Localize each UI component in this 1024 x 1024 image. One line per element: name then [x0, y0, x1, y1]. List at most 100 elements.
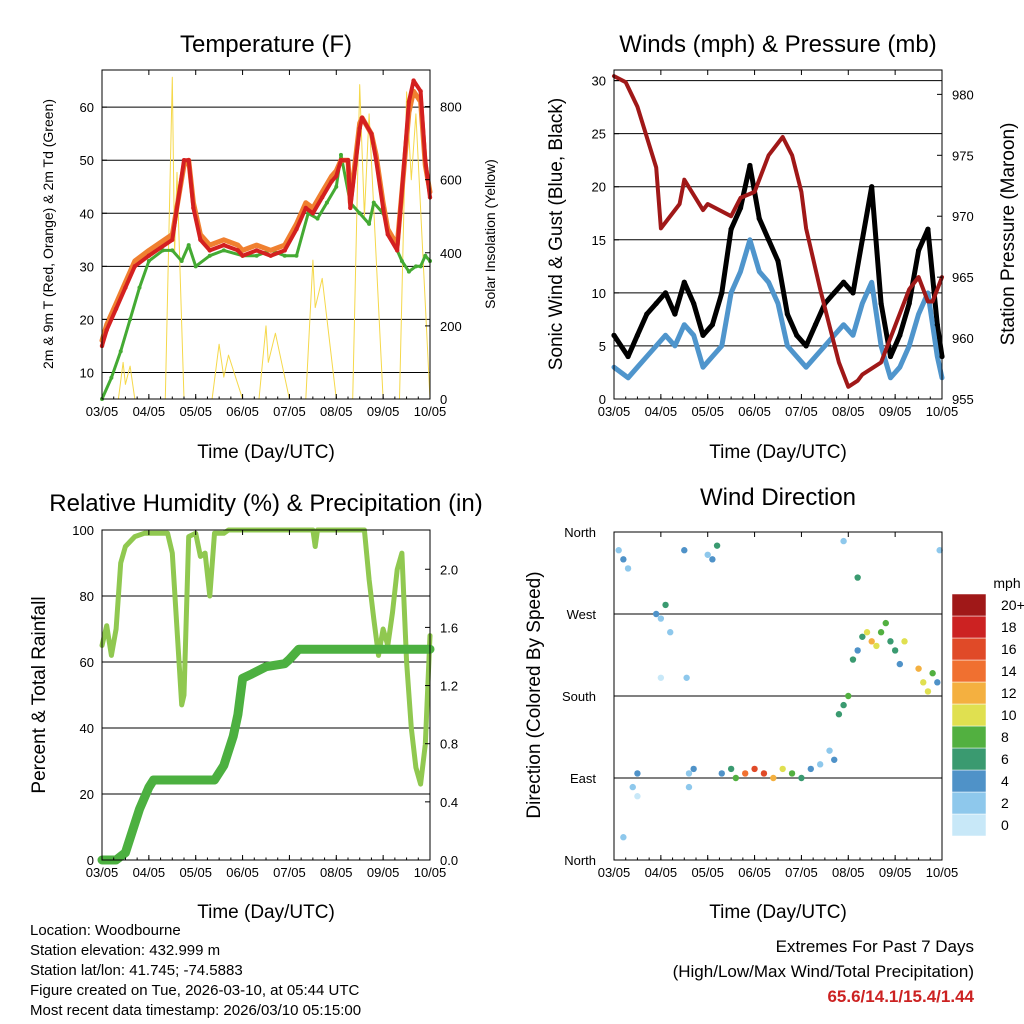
- y2-tick-label: 400: [440, 246, 462, 261]
- gust-point: [662, 290, 669, 296]
- y2-tick-label: 200: [440, 319, 462, 334]
- y2-tick-label: 970: [952, 209, 974, 224]
- x-tick-label: 03/05: [598, 865, 631, 880]
- y-tick-label: North: [564, 525, 596, 540]
- wind-direction-point: [826, 747, 833, 754]
- wind-direction-point: [662, 601, 669, 609]
- temperature-2m-point: [406, 99, 412, 105]
- x-tick-label: 10/05: [414, 404, 447, 419]
- temperature-2m-point: [303, 205, 309, 211]
- temperature-2m-point: [334, 173, 339, 179]
- y2-tick-label: 980: [952, 87, 974, 102]
- wind-direction-point: [854, 647, 861, 654]
- wind-direction-point: [770, 774, 777, 782]
- humidity-ticks: 03/05 04/05 05/05 06/05 07/05 08/05 09/05 10/05…: [72, 523, 458, 880]
- dewpoint-2m-point: [179, 259, 184, 264]
- dewpoint-2m-point: [413, 264, 418, 269]
- x-tick-label: 07/05: [273, 865, 306, 880]
- temperature-2m-point: [345, 158, 351, 163]
- x-tick-label: 04/05: [645, 404, 678, 419]
- gust-point: [719, 290, 725, 296]
- colorbar-swatch: [951, 637, 987, 661]
- dewpoint-2m-point: [118, 349, 123, 354]
- wind-direction-point: [863, 629, 871, 636]
- gust-line: [611, 163, 945, 359]
- wind-direction-point: [868, 638, 875, 645]
- x-tick-label: 09/05: [879, 404, 912, 419]
- gust-point: [709, 322, 716, 328]
- figure-created: Figure created on Tue, 2026-03-10, at 05…: [30, 982, 360, 999]
- temperature-2m-point: [181, 158, 187, 163]
- extremes-title: Extremes For Past 7 Days: [775, 937, 974, 956]
- wind-direction-point: [788, 770, 796, 777]
- wind-direction-point: [915, 665, 922, 672]
- wind-direction-point: [620, 556, 627, 563]
- colorbar-level-label: 6: [1001, 751, 1009, 767]
- y2-tick-label: 965: [952, 270, 974, 285]
- y-tick-label: 50: [80, 153, 94, 168]
- y-tick-label: 30: [592, 74, 606, 89]
- gust-point: [784, 311, 790, 317]
- gust-point: [897, 332, 903, 338]
- dewpoint-2m-point: [207, 253, 212, 258]
- gust-point: [756, 215, 762, 222]
- colorbar-level-label: 18: [1001, 619, 1017, 635]
- temperature-2m-point: [235, 248, 241, 253]
- temperature-2m-point: [294, 226, 299, 232]
- wind-direction-point: [685, 783, 693, 791]
- wind-direction-point: [667, 629, 674, 636]
- x-tick-label: 04/05: [645, 865, 678, 880]
- wind-direction-point: [840, 701, 847, 709]
- dewpoint-2m-point: [170, 248, 175, 253]
- station-location: Location: Woodbourne: [30, 922, 181, 939]
- temperature-2m-point: [380, 205, 386, 211]
- x-tick-label: 08/05: [320, 865, 353, 880]
- y-tick-label: 60: [80, 655, 94, 670]
- y-tick-label: 5: [599, 339, 606, 354]
- winds-gridlines: [614, 80, 942, 400]
- wind-direction-point: [877, 629, 885, 636]
- gust-point: [737, 205, 744, 211]
- y-tick-label: North: [564, 853, 596, 868]
- wind-direction-points: [615, 537, 943, 841]
- colorbar-level-label: 16: [1001, 641, 1017, 657]
- wind-direction-point: [657, 674, 665, 681]
- wind-direction-point: [807, 765, 814, 773]
- wind-direction-point: [718, 770, 725, 777]
- x-tick-label: 05/05: [179, 404, 212, 419]
- x-tick-label: 07/05: [785, 865, 818, 880]
- colorbar-swatch: [951, 593, 987, 617]
- wind-direction-point: [615, 547, 622, 554]
- wind-direction-point: [840, 537, 847, 545]
- wind-direction-point: [657, 615, 665, 622]
- winds-title: Winds (mph) & Pressure (mb): [619, 31, 936, 58]
- gust-point: [887, 353, 894, 360]
- wind-direction-point: [760, 770, 768, 777]
- wind-direction-point: [920, 679, 927, 686]
- temperature-2m-point: [123, 285, 128, 290]
- temperature-2m-point: [207, 248, 212, 253]
- gust-point: [859, 237, 865, 243]
- temperature-2m-point: [320, 195, 325, 200]
- x-tick-label: 06/05: [226, 865, 259, 880]
- y2-tick-label: 0.4: [440, 795, 458, 810]
- gust-point: [906, 300, 912, 307]
- wind-direction-point: [713, 542, 721, 549]
- x-tick-label: 06/05: [738, 404, 771, 419]
- y-tick-label: West: [567, 607, 597, 622]
- recent-timestamp: Most recent data timestamp: 2026/03/10 0…: [30, 1002, 362, 1019]
- y-tick-label: 15: [592, 233, 606, 248]
- humidity-plot-frame: [101, 529, 431, 861]
- y-tick-label: 20: [80, 787, 94, 802]
- colorbar-swatch: [951, 681, 987, 705]
- dewpoint-2m-point: [160, 248, 165, 253]
- y-tick-label: 100: [72, 523, 94, 538]
- temperature-2m-point: [170, 237, 175, 243]
- wind-direction-point: [751, 765, 758, 773]
- humidity-title: Relative Humidity (%) & Precipitation (i…: [49, 490, 482, 517]
- colorbar-swatch: [951, 615, 987, 639]
- wind-direction-gridlines: [614, 613, 942, 779]
- wind-direction-point: [779, 765, 786, 773]
- dewpoint-2m-point: [406, 269, 411, 274]
- gust-point: [634, 332, 641, 338]
